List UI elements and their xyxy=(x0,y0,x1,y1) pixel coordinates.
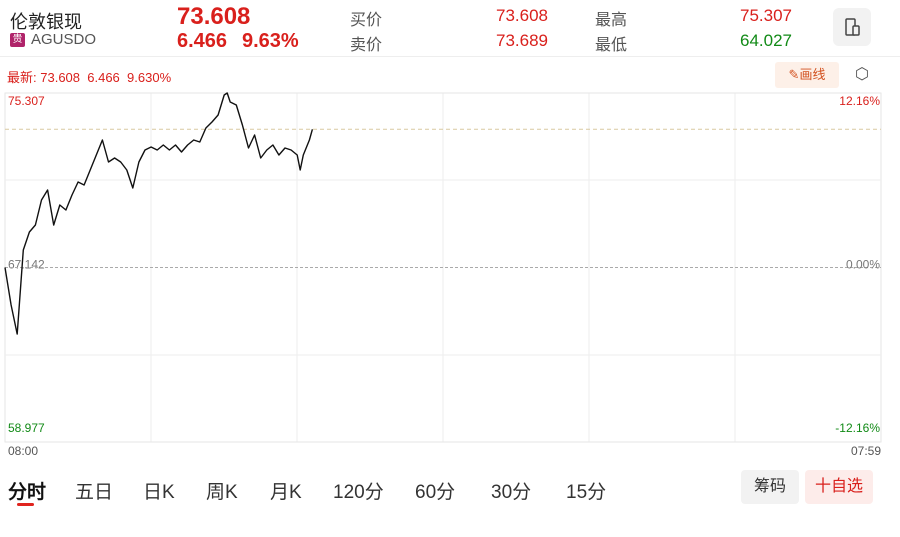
y-tick-label: 58.977 xyxy=(8,421,45,435)
price-line xyxy=(4,92,314,335)
chart: 58.977 67.142 75.307 -12.16% 0.00% 12.16% 08:0… xyxy=(4,92,882,458)
price: 73.608 xyxy=(177,3,251,30)
settings-button[interactable]: ⬡ xyxy=(855,66,869,83)
draw-button-label: 画线 xyxy=(799,67,826,82)
ask: 73.689 xyxy=(496,31,548,50)
latest-price: 73.608 xyxy=(40,70,81,85)
low: 64.027 xyxy=(740,31,792,50)
ask-label: 卖价 xyxy=(350,37,383,54)
tab[interactable]: 15分 xyxy=(566,482,607,503)
y-tick-label: 75.307 xyxy=(8,94,45,108)
tab[interactable]: 分时 xyxy=(8,482,47,503)
bid: 73.608 xyxy=(496,6,548,25)
y2-tick-label: 0.00% xyxy=(846,258,880,272)
tab[interactable]: 60分 xyxy=(415,482,456,503)
active-tab-indicator xyxy=(17,503,34,506)
x-tick-label: 08:00 xyxy=(8,444,38,458)
device-button[interactable] xyxy=(833,8,871,46)
y-tick-label: 67.142 xyxy=(8,258,45,272)
bid-label: 买价 xyxy=(350,12,383,29)
tab[interactable]: 日K xyxy=(143,482,175,503)
latest-label: 最新: xyxy=(7,70,37,85)
tab[interactable]: 月K xyxy=(270,482,302,503)
y2-tick-label: 12.16% xyxy=(839,94,880,108)
latest-change-pct: 9.630% xyxy=(127,70,172,85)
tab[interactable]: 周K xyxy=(206,482,238,503)
draw-button[interactable]: ✎画线 xyxy=(775,62,839,88)
instrument-code: AGUSDO xyxy=(31,31,97,48)
tab[interactable]: 五日 xyxy=(75,482,114,503)
x-tick-label: 07:59 xyxy=(851,444,881,458)
change: 6.466 xyxy=(177,30,228,52)
tab[interactable]: 120分 xyxy=(333,482,384,503)
high-label: 最高 xyxy=(595,12,628,29)
tab[interactable]: 30分 xyxy=(491,482,532,503)
chips-button[interactable]: 筹码 xyxy=(741,470,799,504)
latest-info: 最新: 73.608 6.466 9.630% xyxy=(7,67,171,86)
latest-change: 6.466 xyxy=(87,70,120,85)
low-label: 最低 xyxy=(595,37,628,54)
instrument-name: 伦敦银现 xyxy=(10,12,82,32)
divider xyxy=(0,56,900,57)
change-pct: 9.63% xyxy=(242,30,299,52)
device-icon xyxy=(845,18,860,36)
watchlist-button[interactable]: 十自选 xyxy=(805,470,873,504)
badge: 贵 xyxy=(10,33,25,47)
high: 75.307 xyxy=(740,6,792,25)
y2-tick-label: -12.16% xyxy=(835,421,880,435)
